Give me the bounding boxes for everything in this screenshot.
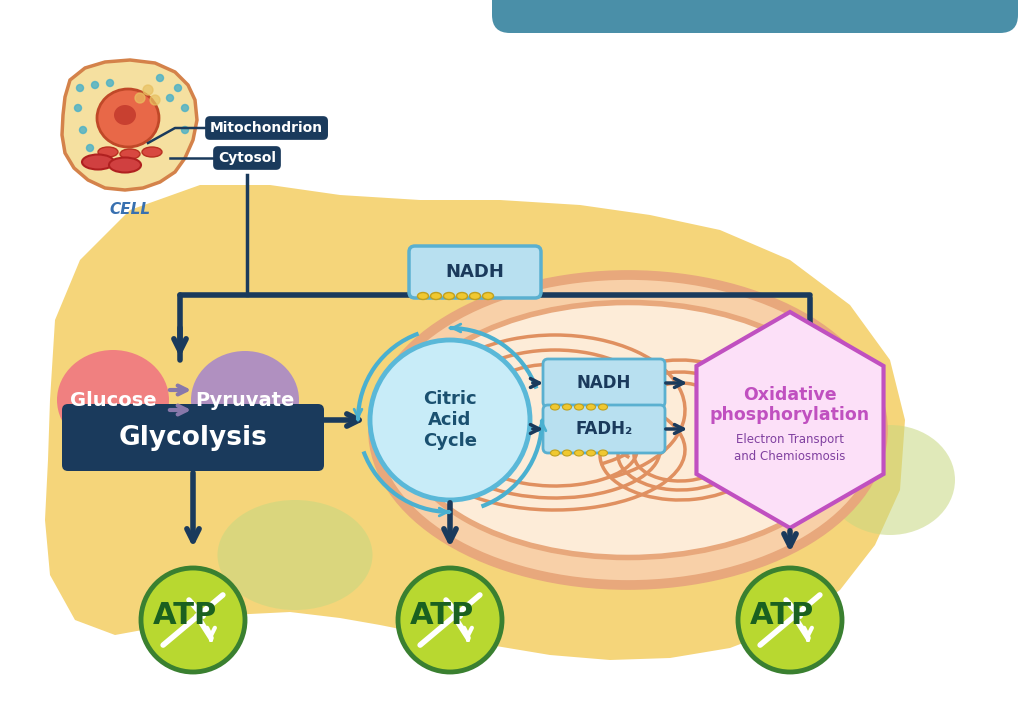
Circle shape [106, 80, 114, 87]
Text: NADH: NADH [445, 263, 505, 281]
Ellipse shape [114, 105, 136, 125]
Ellipse shape [551, 450, 559, 456]
Text: Oxidative
phosphorylation: Oxidative phosphorylation [710, 386, 870, 424]
Ellipse shape [109, 157, 141, 173]
Text: Pyruvate: Pyruvate [196, 391, 295, 410]
Circle shape [738, 568, 842, 672]
FancyBboxPatch shape [543, 405, 665, 453]
Circle shape [181, 126, 188, 133]
Ellipse shape [587, 404, 596, 410]
Ellipse shape [97, 89, 159, 147]
Circle shape [75, 104, 82, 111]
Ellipse shape [562, 450, 571, 456]
Ellipse shape [98, 147, 118, 157]
Text: ATP: ATP [153, 601, 217, 630]
Circle shape [167, 94, 173, 102]
Circle shape [135, 93, 145, 103]
Ellipse shape [598, 404, 607, 410]
Ellipse shape [120, 149, 140, 159]
Text: Glycolysis: Glycolysis [119, 425, 267, 451]
Circle shape [181, 104, 188, 111]
Ellipse shape [457, 293, 468, 300]
Text: Glucose: Glucose [70, 391, 157, 410]
Circle shape [91, 82, 98, 89]
Circle shape [150, 95, 160, 105]
Circle shape [80, 126, 86, 133]
Circle shape [143, 85, 153, 95]
FancyBboxPatch shape [409, 246, 541, 298]
Text: ATP: ATP [410, 601, 474, 630]
Text: FADH₂: FADH₂ [575, 420, 633, 438]
Circle shape [157, 75, 164, 82]
Ellipse shape [598, 450, 607, 456]
Ellipse shape [551, 404, 559, 410]
Ellipse shape [574, 404, 584, 410]
Polygon shape [45, 185, 905, 660]
Circle shape [141, 568, 245, 672]
Ellipse shape [482, 293, 494, 300]
Ellipse shape [469, 293, 480, 300]
Circle shape [370, 340, 530, 500]
Ellipse shape [217, 500, 373, 610]
Ellipse shape [373, 275, 883, 585]
Ellipse shape [430, 293, 441, 300]
Ellipse shape [82, 154, 114, 169]
Text: Electron Transport
and Chemiosmosis: Electron Transport and Chemiosmosis [734, 434, 846, 462]
Ellipse shape [191, 351, 299, 449]
Ellipse shape [142, 147, 162, 157]
Ellipse shape [825, 425, 955, 535]
Text: Mitochondrion: Mitochondrion [210, 121, 324, 135]
FancyBboxPatch shape [543, 359, 665, 407]
Text: ATP: ATP [750, 601, 814, 630]
Circle shape [398, 568, 502, 672]
Ellipse shape [574, 450, 584, 456]
FancyBboxPatch shape [492, 0, 1018, 33]
Text: Citric
Acid
Cycle: Citric Acid Cycle [423, 390, 477, 450]
Ellipse shape [400, 302, 855, 558]
Circle shape [86, 145, 93, 152]
Polygon shape [62, 60, 197, 190]
Ellipse shape [418, 293, 428, 300]
Polygon shape [696, 312, 884, 528]
Ellipse shape [443, 293, 455, 300]
Ellipse shape [562, 404, 571, 410]
Text: NADH: NADH [577, 374, 631, 392]
Circle shape [174, 85, 181, 92]
Ellipse shape [57, 350, 169, 450]
Circle shape [77, 85, 84, 92]
FancyBboxPatch shape [62, 404, 324, 471]
Ellipse shape [587, 450, 596, 456]
Text: CELL: CELL [110, 202, 151, 218]
Text: Aerobic
Respiration: Aerobic Respiration [548, 42, 963, 168]
Text: Cytosol: Cytosol [218, 151, 276, 165]
